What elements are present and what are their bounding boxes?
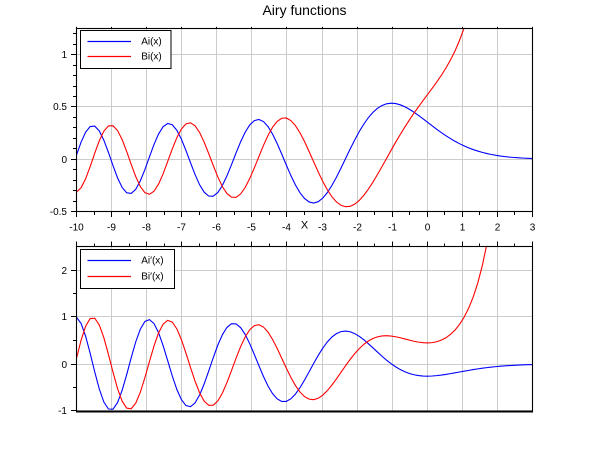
svg-text:-7: -7 (177, 223, 186, 234)
svg-text:Ai(x): Ai(x) (141, 36, 162, 47)
svg-text:-8: -8 (142, 223, 151, 234)
svg-text:2: 2 (495, 223, 501, 234)
svg-text:1: 1 (61, 312, 67, 323)
svg-text:-1: -1 (388, 223, 397, 234)
svg-text:Bi(x): Bi(x) (141, 51, 162, 62)
svg-text:0: 0 (61, 155, 67, 166)
svg-text:0: 0 (61, 360, 67, 371)
svg-text:-0.5: -0.5 (50, 207, 68, 218)
svg-text:0.5: 0.5 (53, 102, 67, 113)
svg-text:-5: -5 (247, 223, 256, 234)
svg-text:-9: -9 (107, 223, 116, 234)
svg-text:2: 2 (61, 266, 67, 277)
svg-text:Airy functions: Airy functions (262, 2, 346, 18)
svg-text:-1: -1 (58, 406, 67, 417)
svg-text:1: 1 (460, 223, 466, 234)
svg-text:X: X (301, 220, 309, 232)
svg-text:-6: -6 (212, 223, 221, 234)
svg-text:Bi′(x): Bi′(x) (141, 271, 163, 282)
svg-text:-2: -2 (353, 223, 362, 234)
svg-text:-10: -10 (69, 223, 84, 234)
svg-text:-4: -4 (282, 223, 291, 234)
svg-text:Ai′(x): Ai′(x) (141, 255, 163, 266)
svg-text:0: 0 (425, 223, 431, 234)
svg-text:-3: -3 (318, 223, 327, 234)
svg-text:1: 1 (61, 50, 67, 61)
svg-text:3: 3 (530, 223, 536, 234)
